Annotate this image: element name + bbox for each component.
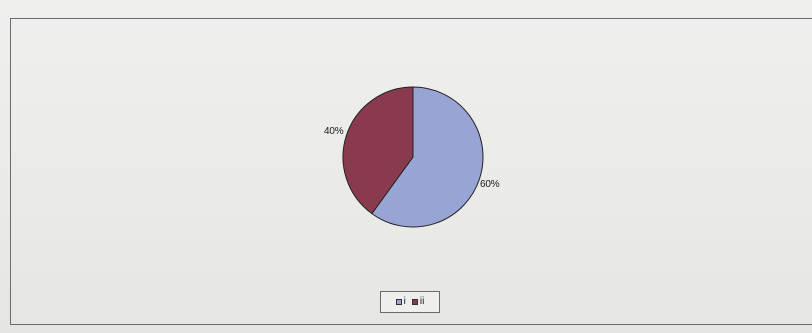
pie-data-label-ii: 40%	[324, 126, 344, 137]
legend-item-ii: ii	[411, 296, 425, 307]
pie-data-label-i: 60%	[480, 179, 500, 190]
legend-swatch-ii	[411, 299, 418, 305]
pie-slice-ii	[342, 86, 414, 215]
legend: i ii	[380, 291, 440, 313]
legend-swatch-i	[395, 299, 402, 305]
chart-area	[10, 18, 812, 325]
legend-label-i: i	[403, 296, 406, 307]
pie-slice-i	[371, 86, 484, 228]
legend-label-ii: ii	[419, 296, 425, 307]
legend-item-i: i	[395, 296, 406, 307]
